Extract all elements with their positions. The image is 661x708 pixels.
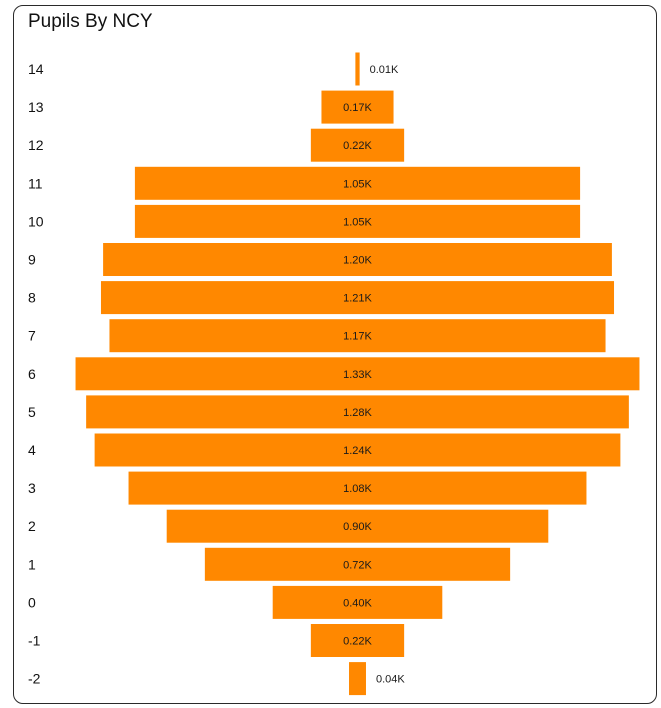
bar[interactable]	[134, 166, 581, 200]
value-label: 0.22K	[343, 636, 372, 648]
bar[interactable]	[103, 243, 612, 276]
value-label: 0.04K	[376, 674, 405, 686]
category-label: 14	[28, 61, 44, 77]
bar[interactable]	[75, 357, 640, 391]
value-label: 1.17K	[343, 331, 372, 343]
value-label: 0.90K	[343, 521, 372, 533]
bar[interactable]	[134, 204, 581, 238]
bar[interactable]	[86, 395, 629, 429]
category-label: 1	[28, 556, 36, 572]
category-label: 11	[28, 175, 43, 191]
category-label: 9	[28, 252, 36, 268]
value-label: 1.24K	[343, 445, 372, 457]
category-label: 7	[28, 328, 36, 344]
bar[interactable]	[128, 471, 587, 505]
value-label: 0.40K	[343, 597, 372, 609]
chart-title: Pupils By NCY	[28, 11, 153, 32]
value-label: 1.20K	[343, 255, 372, 267]
value-label: 1.05K	[343, 216, 372, 228]
value-label: 0.17K	[343, 102, 372, 114]
bar[interactable]	[310, 128, 405, 162]
category-label: 13	[28, 99, 44, 115]
category-label: 4	[28, 442, 36, 458]
bar[interactable]	[349, 662, 366, 696]
bar[interactable]	[355, 52, 360, 86]
bar[interactable]	[204, 547, 511, 581]
category-label: -1	[28, 633, 41, 649]
bar[interactable]	[109, 319, 606, 353]
bar[interactable]	[310, 624, 405, 657]
category-label: 5	[28, 404, 36, 420]
category-label: 3	[28, 480, 36, 496]
value-label: 0.01K	[370, 64, 399, 76]
bar[interactable]	[321, 90, 394, 124]
value-label: 0.22K	[343, 140, 372, 152]
value-label: 0.72K	[343, 559, 372, 571]
category-label: 0	[28, 594, 36, 610]
category-label: 10	[28, 213, 44, 229]
value-label: 1.33K	[343, 369, 372, 381]
category-label: 8	[28, 290, 36, 306]
bar[interactable]	[94, 433, 621, 467]
value-label: 1.05K	[343, 178, 372, 190]
category-label: -2	[28, 671, 41, 687]
value-label: 1.28K	[343, 407, 372, 419]
category-label: 2	[28, 518, 36, 534]
value-label: 1.08K	[343, 483, 372, 495]
bar[interactable]	[100, 281, 615, 315]
category-label: 6	[28, 366, 36, 382]
value-label: 1.21K	[343, 293, 372, 305]
bar[interactable]	[166, 509, 549, 543]
category-label: 12	[28, 137, 44, 153]
bar[interactable]	[272, 585, 443, 619]
